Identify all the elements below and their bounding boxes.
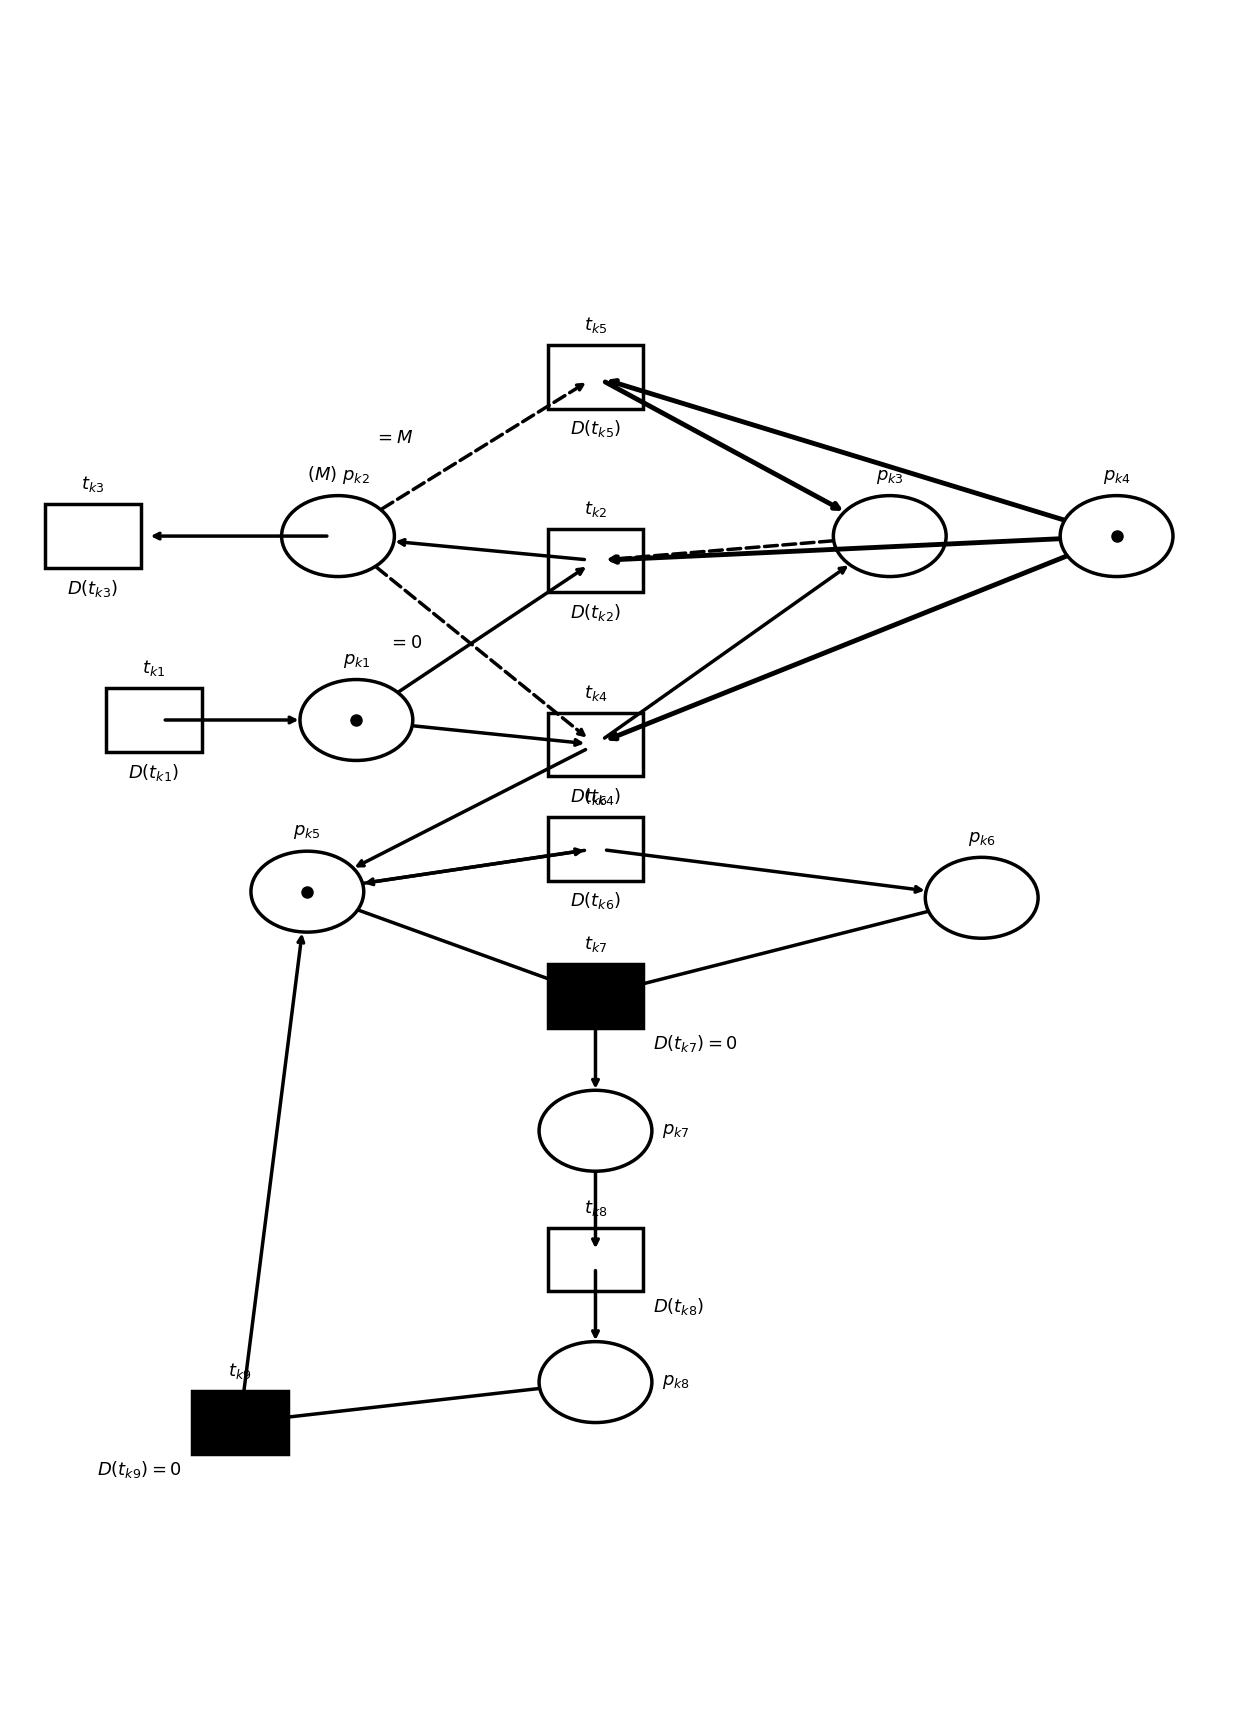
Ellipse shape: [250, 851, 363, 932]
Text: $t_{k5}$: $t_{k5}$: [584, 315, 608, 336]
Ellipse shape: [539, 1341, 652, 1422]
Text: $D(t_{k8})$: $D(t_{k8})$: [653, 1297, 704, 1317]
Text: $t_{k8}$: $t_{k8}$: [584, 1199, 608, 1217]
Text: $D(t_{k1})$: $D(t_{k1})$: [129, 761, 180, 784]
Text: $t_{k6}$: $t_{k6}$: [584, 787, 608, 808]
Text: $p_{k8}$: $p_{k8}$: [662, 1372, 689, 1391]
FancyBboxPatch shape: [548, 344, 644, 408]
Ellipse shape: [833, 496, 946, 577]
Text: $=0$: $=0$: [388, 634, 423, 651]
FancyBboxPatch shape: [192, 1391, 288, 1455]
Text: $D(t_{k4})$: $D(t_{k4})$: [570, 787, 621, 808]
Text: $p_{k4}$: $p_{k4}$: [1102, 468, 1131, 486]
Text: $p_{k1}$: $p_{k1}$: [342, 651, 371, 670]
Text: $(M)\ p_{k2}$: $(M)\ p_{k2}$: [306, 463, 370, 486]
Text: $t_{k4}$: $t_{k4}$: [584, 684, 608, 703]
Text: $p_{k7}$: $p_{k7}$: [662, 1121, 689, 1140]
FancyBboxPatch shape: [548, 816, 644, 880]
FancyBboxPatch shape: [548, 713, 644, 777]
Text: $t_{k3}$: $t_{k3}$: [81, 474, 104, 494]
Text: $D(t_{k2})$: $D(t_{k2})$: [570, 603, 621, 623]
FancyBboxPatch shape: [45, 505, 140, 568]
Ellipse shape: [1060, 496, 1173, 577]
Text: $=M$: $=M$: [373, 429, 413, 448]
Text: $t_{k1}$: $t_{k1}$: [143, 658, 166, 678]
Text: $D(t_{k9})=0$: $D(t_{k9})=0$: [97, 1459, 182, 1481]
FancyBboxPatch shape: [107, 689, 202, 753]
Text: $D(t_{k3})$: $D(t_{k3})$: [67, 579, 118, 599]
Text: $t_{k2}$: $t_{k2}$: [584, 499, 608, 518]
Text: $p_{k6}$: $p_{k6}$: [967, 830, 996, 847]
Text: $p_{k5}$: $p_{k5}$: [294, 823, 321, 842]
Ellipse shape: [539, 1090, 652, 1171]
Text: $D(t_{k6})$: $D(t_{k6})$: [570, 890, 621, 911]
Text: $t_{k9}$: $t_{k9}$: [228, 1360, 252, 1381]
Ellipse shape: [925, 858, 1038, 938]
Text: $D(t_{k5})$: $D(t_{k5})$: [570, 418, 621, 439]
Text: $p_{k3}$: $p_{k3}$: [875, 468, 904, 486]
FancyBboxPatch shape: [548, 529, 644, 592]
Ellipse shape: [281, 496, 394, 577]
Text: $D(t_{k7})=0$: $D(t_{k7})=0$: [653, 1033, 738, 1054]
FancyBboxPatch shape: [548, 1228, 644, 1292]
Text: $t_{k7}$: $t_{k7}$: [584, 933, 608, 954]
FancyBboxPatch shape: [548, 964, 644, 1028]
Ellipse shape: [300, 680, 413, 761]
